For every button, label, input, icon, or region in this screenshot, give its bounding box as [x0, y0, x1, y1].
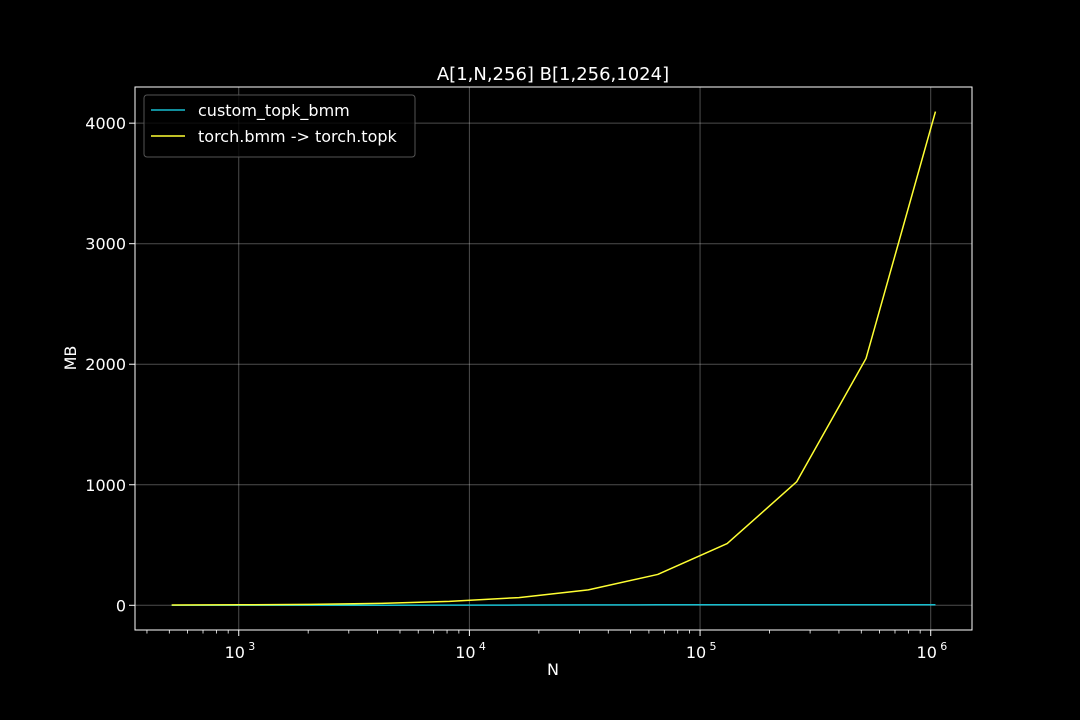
plot-frame	[134, 86, 973, 631]
legend: custom_topk_bmm torch.bmm -> torch.topk	[143, 94, 416, 158]
x-tick-exponent: 4	[479, 640, 486, 653]
x-axis-label: N	[547, 660, 559, 679]
series-line	[171, 111, 937, 606]
x-tick-label: 10	[686, 643, 706, 662]
x-axis-ticks: 10 3 10 4 10 5 10 6	[146, 630, 947, 662]
chart-title: A[1,N,256] B[1,256,1024]	[437, 64, 669, 85]
y-axis-label: MB	[61, 346, 80, 371]
legend-box	[143, 94, 416, 158]
x-tick-exponent: 5	[710, 640, 717, 653]
y-tick-label: 3000	[85, 235, 126, 254]
x-tick-exponent: 6	[940, 640, 947, 653]
y-tick-label: 4000	[85, 114, 126, 133]
x-tick-label: 10	[225, 643, 245, 662]
x-tick-label: 10	[455, 643, 475, 662]
series-lines	[171, 111, 937, 607]
x-tick-label: 10	[917, 643, 937, 662]
x-tick-exponent: 3	[248, 640, 255, 653]
y-tick-label: 2000	[85, 355, 126, 374]
y-tick-label: 0	[116, 596, 126, 615]
plot-area	[135, 87, 972, 630]
y-tick-label: 1000	[85, 476, 126, 495]
legend-label: torch.bmm -> torch.topk	[198, 127, 398, 146]
legend-label: custom_topk_bmm	[198, 101, 350, 121]
y-axis-ticks: 0 1000 2000 3000 4000	[85, 114, 135, 615]
